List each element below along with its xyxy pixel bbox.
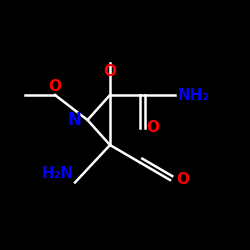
Text: O: O — [48, 79, 62, 94]
Text: O: O — [104, 64, 117, 79]
Text: NH₂: NH₂ — [178, 88, 210, 102]
Text: O: O — [176, 172, 189, 188]
Text: N: N — [67, 111, 81, 129]
Text: H₂N: H₂N — [42, 166, 74, 181]
Text: O: O — [146, 120, 159, 135]
